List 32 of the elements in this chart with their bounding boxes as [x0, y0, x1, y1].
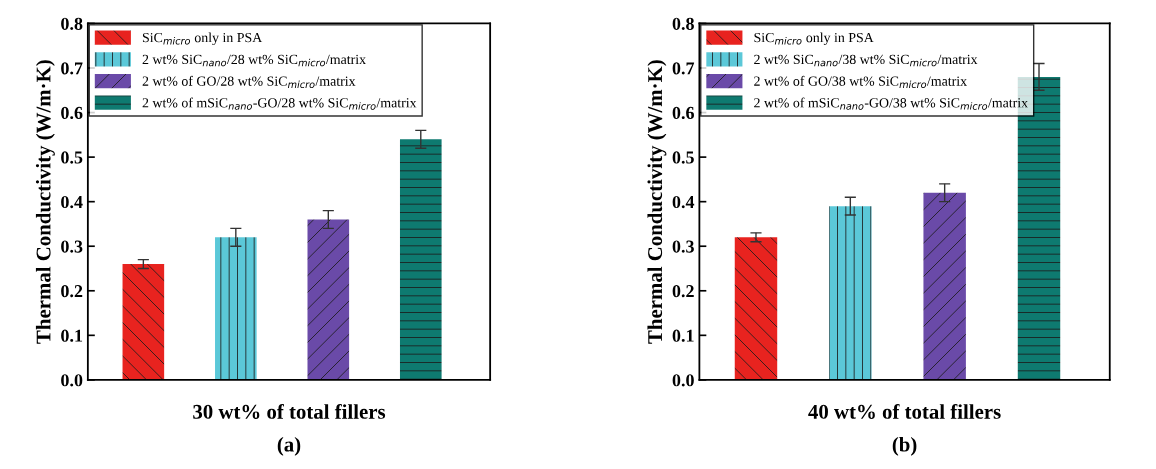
y-tick-label: 0.7 [672, 62, 695, 75]
legend-label: 2 wt% SiC$_{nano}$/28 wt% SiC$_{micro}$/matrix [142, 54, 366, 67]
y-tick-label: 0.8 [61, 17, 83, 30]
y-tick-label: 0.2 [61, 285, 83, 298]
legend-label: 2 wt% of mSiC$_{nano}$-GO/38 wt% SiC$_{micro}$/matrix [754, 97, 1028, 110]
y-tick-label: 0.1 [672, 329, 694, 342]
x-axis-title: 40 wt% of total fillers [808, 403, 1001, 419]
legend-label: SiC$_{micro}$ only in PSA [142, 32, 263, 46]
y-tick-label: 0.2 [672, 285, 694, 298]
y-tick-label: 0.7 [61, 62, 83, 75]
y-tick-label: 0.3 [672, 240, 694, 253]
y-axis-title: Thermal Conductivity (W/m·K) [647, 60, 667, 344]
legend-label: 2 wt% of GO/28 wt% SiC$_{micro}$/matrix [142, 75, 356, 89]
y-tick-label: 0.4 [672, 195, 695, 209]
y-tick-label: 0.6 [672, 106, 694, 120]
legend-label: SiC$_{micro}$ only in PSA [754, 32, 874, 46]
y-tick-label: 0.8 [672, 17, 694, 30]
y-tick-label: 0.5 [672, 151, 694, 164]
y-tick-label: 0.0 [61, 374, 83, 387]
legend-label: 2 wt% of GO/38 wt% SiC$_{micro}$/matrix [754, 75, 967, 89]
y-tick-label: 0.0 [672, 374, 694, 387]
x-axis-title: 30 wt% of total fillers [193, 403, 386, 419]
legend-label: 2 wt% of mSiC$_{nano}$-GO/28 wt% SiC$_{micro}$/matrix [142, 97, 417, 110]
y-tick-label: 0.3 [61, 240, 83, 253]
y-tick-label: 0.1 [61, 329, 83, 342]
y-tick-label: 0.5 [61, 151, 83, 164]
y-tick-label: 0.4 [61, 195, 83, 209]
y-tick-label: 0.6 [61, 106, 83, 120]
legend-label: 2 wt% SiC$_{nano}$/38 wt% SiC$_{micro}$/matrix [754, 54, 978, 67]
text: (b) [892, 436, 917, 456]
text: (a) [277, 436, 301, 456]
y-axis-title: Thermal Conductivity (W/m·K) [35, 60, 55, 344]
